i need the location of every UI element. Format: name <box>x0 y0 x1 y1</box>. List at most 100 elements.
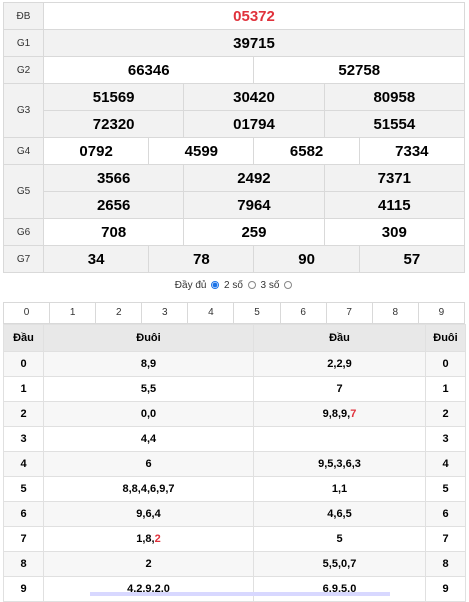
prize-g3-value: 51554 <box>323 110 466 138</box>
header-duoi: Đuôi <box>43 324 254 352</box>
row-head: 2,2,9 <box>253 351 426 377</box>
row-digit: 8 <box>425 551 466 577</box>
prize-g7-value: 90 <box>253 245 360 273</box>
prize-g5-value: 3566 <box>42 164 185 192</box>
row-digit: 5 <box>425 476 466 502</box>
row-head: 5 <box>253 526 426 552</box>
prize-g1-value: 39715 <box>43 29 465 57</box>
prize-g4-value: 6582 <box>253 137 360 165</box>
table-row: 9 4,2,9,2,0 6,9,5,0 9 <box>3 576 466 602</box>
prize-g7-value: 78 <box>148 245 255 273</box>
row-tail-text: 4,4 <box>140 433 157 445</box>
row-digit: 6 <box>3 501 44 527</box>
radio-two-digits[interactable] <box>211 281 220 289</box>
prize-label-g5: G5 <box>3 164 44 219</box>
row-tail: 1,8,2 <box>43 526 254 552</box>
prize-g4-value: 4599 <box>148 137 255 165</box>
row-digit-text: 9 <box>442 583 449 595</box>
digit-filter-0[interactable]: 0 <box>4 303 51 323</box>
results-table: ĐB 05372 G1 39715 G2 66346 52758 G3 5156… <box>3 2 466 273</box>
row-digit: 0 <box>425 351 466 377</box>
digit-filter-5[interactable]: 5 <box>234 303 281 323</box>
radio-full[interactable] <box>284 281 293 289</box>
row-digit: 1 <box>425 376 466 402</box>
row-digit-text: 0 <box>20 358 27 370</box>
row-tail: 4,2,9,2,0 <box>43 576 254 602</box>
table-row: 7 1,8,2 5 7 <box>3 526 466 552</box>
row-digit-text: 2 <box>20 408 27 420</box>
mode-full-label: Đầy đủ <box>174 280 207 291</box>
loto-head-tail-table: Đầu Đuôi Đầu Đuôi 0 8,9 2,2,9 0 1 5,5 7 1 2 0,0 9,… <box>3 324 466 602</box>
row-tail: 9,6,4 <box>43 501 254 527</box>
row-head-text: 2,2,9 <box>327 358 352 370</box>
prize-label-g4: G4 <box>3 137 44 165</box>
row-head: 6,9,5,0 <box>253 576 426 602</box>
row-digit-text: 0 <box>442 358 449 370</box>
prize-g6-value: 309 <box>323 218 466 246</box>
row-digit: 0 <box>3 351 44 377</box>
row-tail-text: 8,8,4,6,9,7 <box>122 483 175 495</box>
row-tail-text: 6 <box>145 458 152 470</box>
row-head-text: 5,5,0,7 <box>322 558 357 570</box>
row-digit-text: 3 <box>442 433 449 445</box>
header-dau: Đầu <box>253 324 426 352</box>
prize-g5-value: 2492 <box>183 164 325 192</box>
row-digit-text: 8 <box>442 558 449 570</box>
digit-filter-3[interactable]: 3 <box>142 303 189 323</box>
digit-filter-4[interactable]: 4 <box>188 303 235 323</box>
display-mode-selector: Đầy đủ 2 số 3 số <box>0 280 469 291</box>
radio-three-digits[interactable] <box>247 281 256 289</box>
prize-db-value: 05372 <box>43 2 465 30</box>
row-digit: 7 <box>3 526 44 552</box>
highlight-number: 7 <box>350 408 357 420</box>
prize-label-g7: G7 <box>3 245 44 273</box>
row-digit-text: 4 <box>442 458 449 470</box>
row-tail-text: 9,6,4 <box>136 508 161 520</box>
row-head: 9,8,9,7 <box>253 401 426 427</box>
prize-g3-value: 72320 <box>42 110 185 138</box>
row-tail: 6 <box>43 451 254 477</box>
row-digit-text: 5 <box>442 483 449 495</box>
row-digit: 2 <box>425 401 466 427</box>
digit-filter-8[interactable]: 8 <box>373 303 419 323</box>
digit-filter-1[interactable]: 1 <box>50 303 97 323</box>
table-row: 3 4,4 3 <box>3 426 466 452</box>
row-head: 9,5,3,6,3 <box>253 451 426 477</box>
digit-filter-6[interactable]: 6 <box>281 303 327 323</box>
row-tail: 8,9 <box>43 351 254 377</box>
row-digit-text: 3 <box>20 433 27 445</box>
row-head <box>253 426 426 452</box>
prize-g4-value: 7334 <box>358 137 466 165</box>
row-tail: 4,4 <box>43 426 254 452</box>
row-head: 1,1 <box>253 476 426 502</box>
digit-filter-bar: 0 1 2 3 4 5 6 7 8 9 <box>3 302 465 324</box>
prize-label-db: ĐB <box>3 2 44 30</box>
row-digit-text: 2 <box>442 408 449 420</box>
prize-g6-value: 259 <box>183 218 325 246</box>
prize-g7-value: 57 <box>358 245 466 273</box>
mode-three-label: 3 số <box>260 280 280 291</box>
row-digit-text: 7 <box>442 533 449 545</box>
table-row: 4 6 9,5,3,6,3 4 <box>3 451 466 477</box>
row-head-text: 4,6,5 <box>327 508 352 520</box>
digit-filter-2[interactable]: 2 <box>96 303 143 323</box>
row-digit: 6 <box>425 501 466 527</box>
prize-g5-value: 7964 <box>183 191 325 219</box>
row-head-text: 1,1 <box>331 483 348 495</box>
bottom-strip <box>90 592 390 596</box>
row-head-text: 9,8,9, <box>322 408 351 420</box>
row-digit-text: 6 <box>20 508 27 520</box>
row-head-text: 5 <box>336 533 343 545</box>
row-digit-text: 1 <box>20 383 27 395</box>
row-digit: 7 <box>425 526 466 552</box>
prize-label-g2: G2 <box>3 56 44 84</box>
row-head-text: 7 <box>336 383 343 395</box>
prize-g5-value: 2656 <box>42 191 185 219</box>
prize-g5-value: 4115 <box>323 191 466 219</box>
digit-filter-7[interactable]: 7 <box>327 303 373 323</box>
digit-filter-9[interactable]: 9 <box>438 307 445 318</box>
table-row: 5 8,8,4,6,9,7 1,1 5 <box>3 476 466 502</box>
prize-g5-value: 7371 <box>323 164 466 192</box>
row-digit: 4 <box>3 451 44 477</box>
prize-g3-value: 30420 <box>183 83 325 111</box>
